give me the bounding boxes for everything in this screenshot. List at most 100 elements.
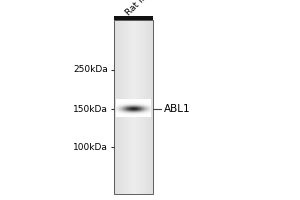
Bar <box>143 110 144 111</box>
Bar <box>135 114 136 115</box>
Bar <box>118 106 119 107</box>
Bar <box>123 114 124 115</box>
Bar <box>131 99 132 100</box>
Bar <box>138 110 139 111</box>
Bar <box>145 100 146 101</box>
Bar <box>125 99 126 100</box>
Bar <box>132 111 133 112</box>
Bar <box>132 106 133 107</box>
Bar <box>141 111 142 112</box>
Bar <box>129 106 130 107</box>
Bar <box>120 107 121 108</box>
Bar <box>148 110 149 111</box>
Bar <box>149 99 150 100</box>
Bar <box>135 113 136 114</box>
Bar <box>145 114 146 115</box>
Bar <box>133 110 134 111</box>
Bar <box>144 101 145 102</box>
Bar <box>137 108 138 109</box>
Bar <box>137 100 138 101</box>
Bar <box>123 107 124 108</box>
Bar <box>122 110 123 111</box>
Bar <box>116 104 117 105</box>
Bar <box>139 106 140 107</box>
Bar <box>136 115 137 116</box>
Bar <box>137 112 138 113</box>
Bar <box>149 110 150 111</box>
Bar <box>128 111 129 112</box>
Bar <box>143 104 144 105</box>
Bar <box>146 106 147 107</box>
Bar <box>133 103 134 104</box>
Bar <box>128 109 129 110</box>
Bar <box>127 103 128 104</box>
Bar <box>148 104 149 105</box>
Bar <box>145 105 146 106</box>
Bar <box>118 101 119 102</box>
Bar <box>150 115 151 116</box>
Bar <box>134 114 135 115</box>
Bar <box>146 114 147 115</box>
Bar <box>149 114 150 115</box>
Bar <box>114 20 153 194</box>
Bar <box>117 113 118 114</box>
Bar <box>147 114 148 115</box>
Bar <box>143 112 144 113</box>
Bar <box>145 115 146 116</box>
Bar <box>118 110 119 111</box>
Bar <box>139 99 140 100</box>
Bar <box>149 105 150 106</box>
Bar <box>130 110 131 111</box>
Bar <box>120 107 121 108</box>
Bar <box>139 102 140 103</box>
Bar <box>131 108 132 109</box>
Bar <box>130 113 131 114</box>
Bar <box>141 104 142 105</box>
Bar <box>151 101 152 102</box>
Bar <box>143 112 144 113</box>
Bar <box>122 102 123 103</box>
Bar <box>121 114 122 115</box>
Bar <box>120 100 121 101</box>
Bar <box>134 99 135 100</box>
Bar <box>119 101 120 102</box>
Bar <box>150 103 151 104</box>
Bar <box>136 100 137 101</box>
Bar <box>150 104 151 105</box>
Bar <box>145 106 146 107</box>
Bar <box>119 114 120 115</box>
Bar <box>137 111 138 112</box>
Bar <box>117 104 118 105</box>
Bar <box>144 111 145 112</box>
Bar <box>119 109 120 110</box>
Bar <box>123 107 124 108</box>
Bar <box>129 111 130 112</box>
Bar <box>137 100 138 101</box>
Bar <box>138 99 139 100</box>
Bar <box>135 99 136 100</box>
Bar <box>138 20 139 194</box>
Bar <box>120 115 121 116</box>
Bar <box>138 110 139 111</box>
Bar <box>146 112 147 113</box>
Bar <box>148 111 149 112</box>
Bar <box>145 110 146 111</box>
Bar <box>116 102 117 103</box>
Bar <box>129 101 130 102</box>
Bar <box>127 110 128 111</box>
Bar <box>120 111 121 112</box>
Bar <box>133 100 134 101</box>
Bar <box>126 107 127 108</box>
Bar <box>140 115 141 116</box>
Bar <box>123 105 124 106</box>
Bar <box>139 112 140 113</box>
Bar <box>144 20 145 194</box>
Bar <box>122 112 123 113</box>
Bar <box>140 109 141 110</box>
Bar <box>139 111 140 112</box>
Bar <box>139 109 140 110</box>
Bar <box>130 108 131 109</box>
Bar <box>145 113 146 114</box>
Bar <box>138 100 139 101</box>
Bar <box>124 111 125 112</box>
